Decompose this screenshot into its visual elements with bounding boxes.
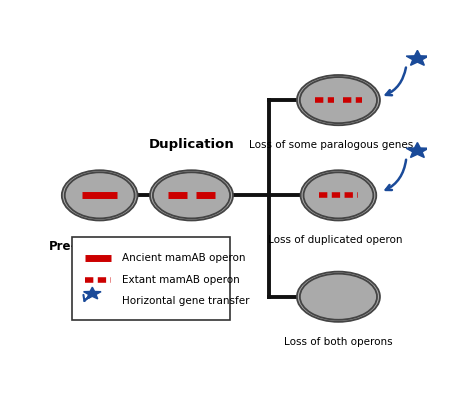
Polygon shape [406, 142, 428, 158]
Ellipse shape [297, 75, 380, 125]
Ellipse shape [297, 272, 380, 322]
FancyBboxPatch shape [72, 237, 230, 320]
Text: Loss of both operons: Loss of both operons [284, 337, 393, 347]
Ellipse shape [65, 172, 135, 218]
Ellipse shape [303, 172, 374, 218]
Polygon shape [406, 50, 428, 65]
Text: Loss of duplicated operon: Loss of duplicated operon [267, 235, 402, 245]
Ellipse shape [301, 170, 376, 221]
Text: Extant mamAB operon: Extant mamAB operon [122, 275, 239, 285]
Text: Loss of some paralogous genes: Loss of some paralogous genes [249, 140, 413, 150]
Ellipse shape [300, 77, 377, 123]
Ellipse shape [62, 170, 137, 221]
Polygon shape [83, 287, 101, 299]
Ellipse shape [150, 170, 233, 221]
Text: Ancient mamAB operon: Ancient mamAB operon [122, 253, 245, 263]
Text: Duplication: Duplication [149, 138, 234, 151]
Ellipse shape [153, 172, 230, 218]
Ellipse shape [300, 274, 377, 320]
Text: Pre-duplication: Pre-duplication [49, 240, 150, 253]
Text: Horizontal gene transfer: Horizontal gene transfer [122, 296, 249, 306]
